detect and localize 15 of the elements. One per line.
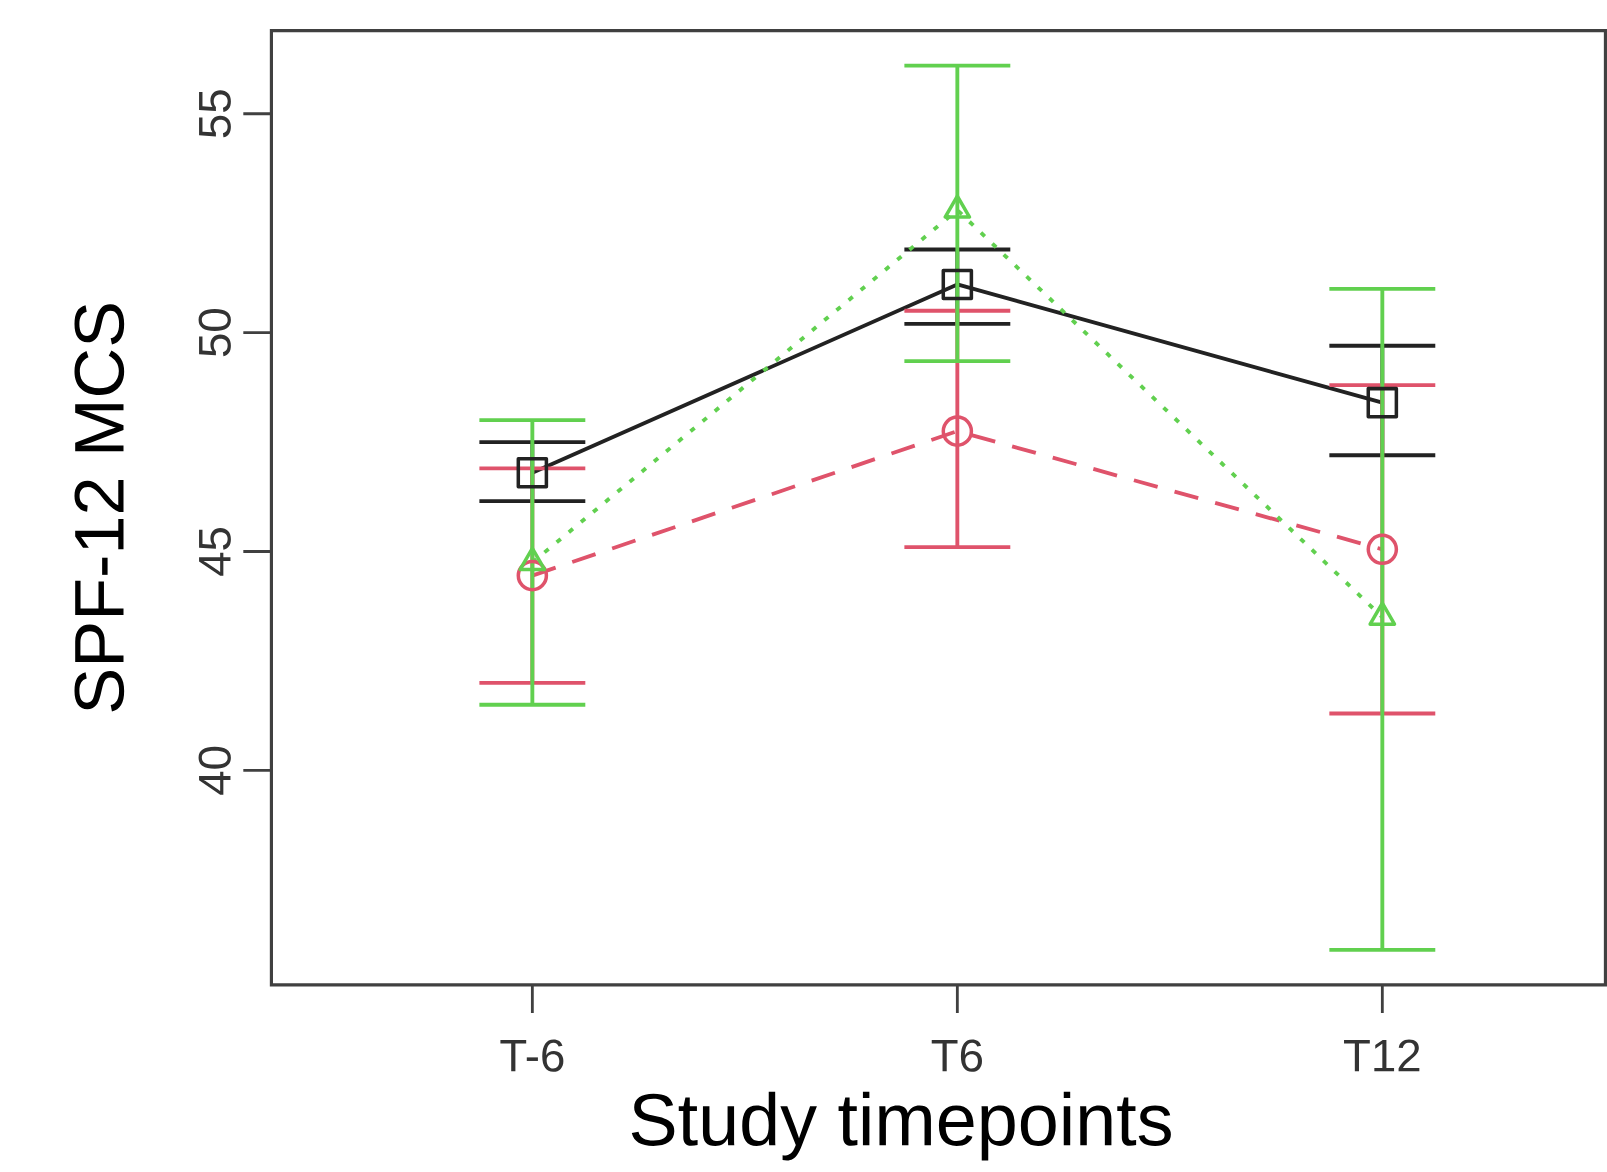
point [516, 559, 549, 592]
y-tick-label: 45 [199, 527, 231, 576]
point [516, 456, 549, 489]
y-tick-label: 55 [199, 90, 231, 138]
point [941, 268, 974, 301]
y-tick-label: 50 [198, 308, 231, 357]
x-tick-label: T6 [931, 1039, 982, 1072]
point [1366, 533, 1399, 566]
x-axis-title: Study timepoints [631, 1091, 1171, 1161]
x-tick-label: T12 [1344, 1039, 1420, 1072]
point [941, 415, 974, 447]
point [1366, 386, 1399, 419]
x-tick-label: T-6 [500, 1039, 564, 1072]
y-tick-label: 40 [198, 746, 231, 795]
y-axis-title: SPF-12 MCS [74, 304, 125, 712]
